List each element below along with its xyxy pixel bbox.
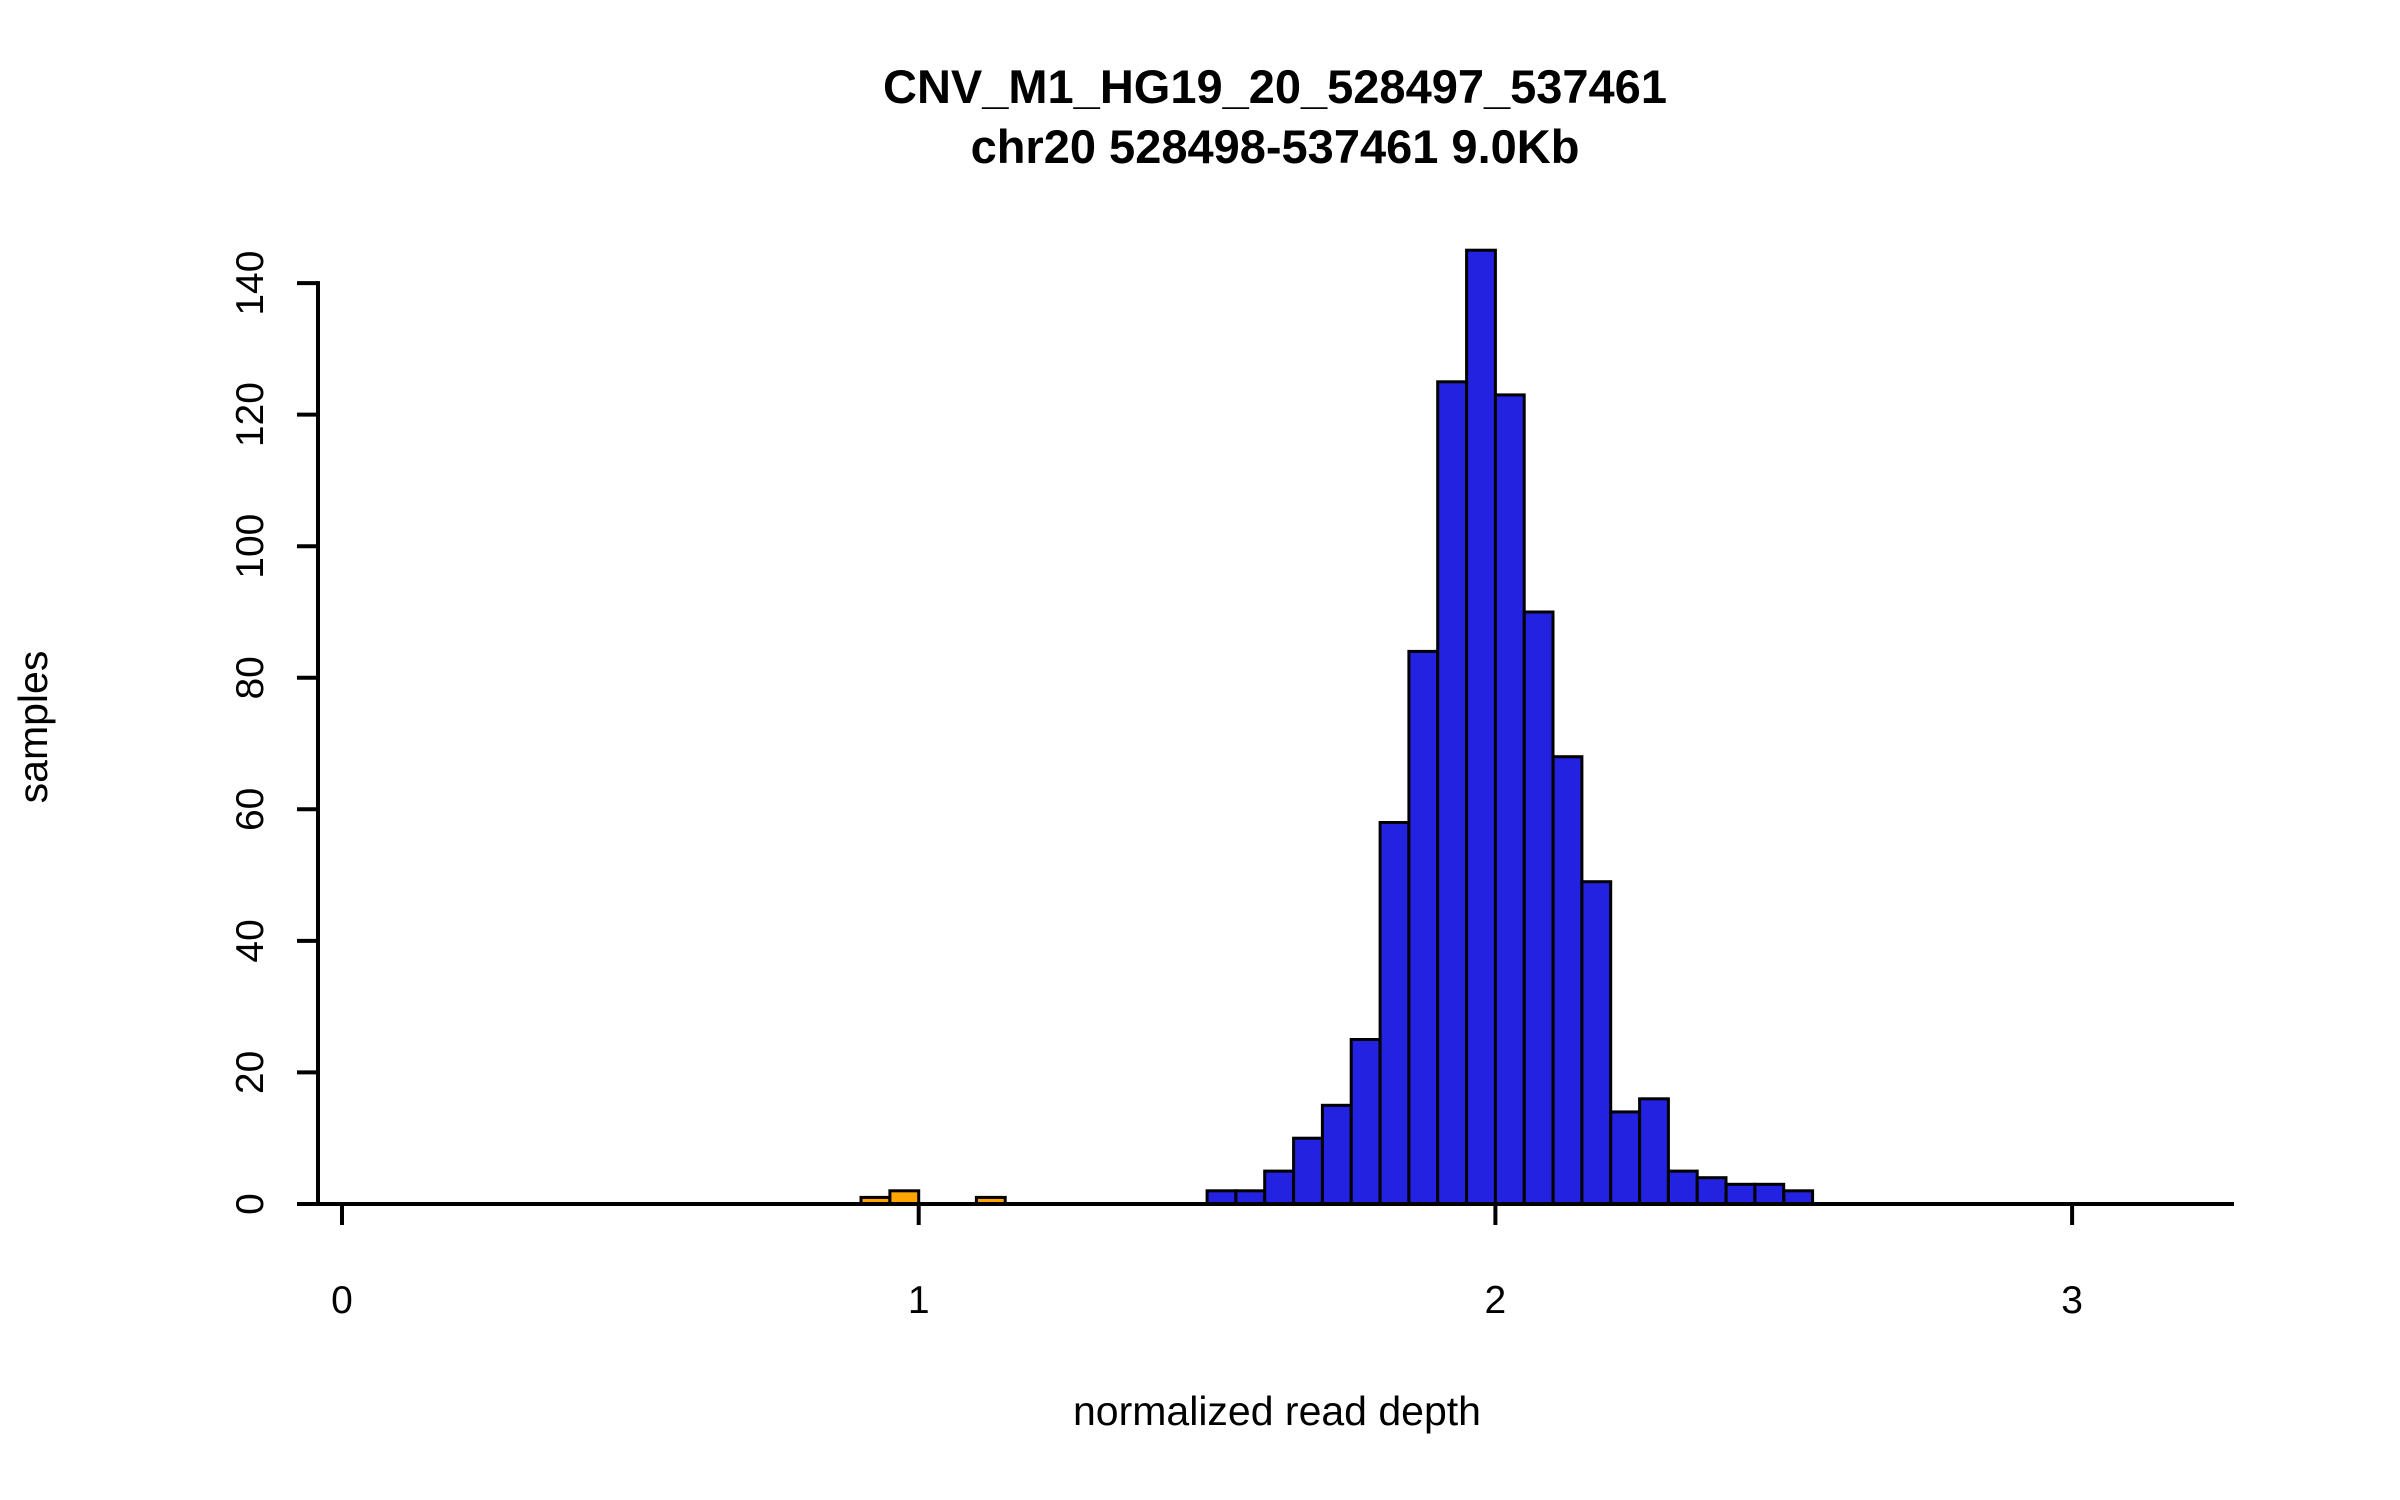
histogram-bar: [1580, 880, 1613, 1206]
histogram-bars: [859, 248, 1815, 1206]
x-axis-tick-label: 1: [908, 1279, 930, 1322]
histogram-bar: [1320, 1103, 1353, 1206]
y-axis-tick-label: 60: [229, 788, 272, 831]
histogram-bar: [1753, 1182, 1786, 1206]
axes: 0 1 2 3 0 20 40 60 80 100 120 140: [229, 251, 2234, 1322]
y-axis-tick-label: 0: [229, 1193, 272, 1215]
chart-title: CNV_M1_HG19_20_528497_537461: [883, 60, 1667, 113]
histogram-bar: [1695, 1176, 1728, 1206]
histogram-bar: [1609, 1110, 1641, 1206]
histogram-bar: [1724, 1182, 1757, 1206]
chart-subtitle: chr20 528498-537461 9.0Kb: [971, 120, 1580, 173]
x-axis-tick-label: 2: [1485, 1279, 1507, 1322]
histogram-bar: [1349, 1038, 1382, 1206]
histogram-bar: [1666, 1169, 1699, 1206]
histogram-bar: [1638, 1097, 1670, 1206]
histogram-bar: [1493, 393, 1526, 1206]
histogram-bar: [1551, 755, 1584, 1206]
x-axis-title: normalized read depth: [1073, 1388, 1481, 1434]
y-axis-tick-label: 100: [229, 514, 272, 579]
histogram-bar: [1522, 610, 1555, 1206]
x-axis-tick-label: 3: [2061, 1279, 2083, 1322]
y-axis-tick-label: 120: [229, 382, 272, 447]
y-axis-tick-label: 140: [229, 251, 272, 316]
y-axis-tick-label: 80: [229, 656, 272, 699]
histogram-bar: [1292, 1136, 1324, 1206]
histogram-bar: [1436, 380, 1468, 1206]
x-axis-tick-label: 0: [331, 1279, 353, 1322]
histogram-bar: [1407, 649, 1440, 1206]
histogram-bar: [1378, 821, 1411, 1206]
histogram-bar: [1465, 248, 1497, 1206]
y-axis-tick-label: 20: [229, 1051, 272, 1094]
histogram-bar: [1263, 1169, 1295, 1206]
y-axis-title: samples: [10, 651, 56, 804]
y-axis-tick-label: 40: [229, 919, 272, 962]
